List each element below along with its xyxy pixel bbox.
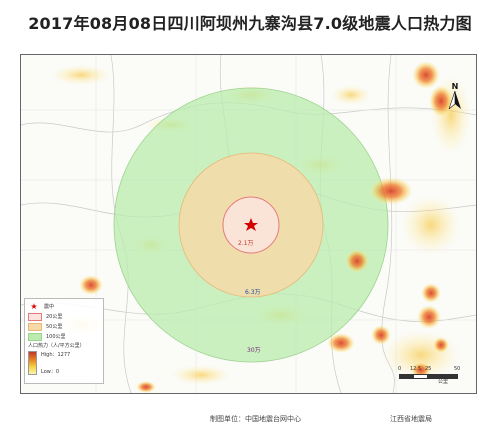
scale-tick-1: 12.5	[410, 366, 422, 372]
heat-high-label: High：1277	[41, 352, 71, 358]
legend-heat-scale: High：1277 Low：0	[28, 351, 100, 375]
footer-partner: 江西省地震局	[390, 415, 432, 423]
scale-bar: 0 12.5 25 50 公里	[398, 365, 466, 385]
ring-20-swatch	[28, 312, 42, 321]
footer-issuer: 制图单位：中国地震台网中心	[210, 415, 301, 423]
legend-epicenter: ★ 震中	[28, 302, 100, 311]
legend-ring-20: 20公里	[28, 312, 100, 321]
scale-tick-0: 0	[398, 366, 402, 372]
hotspots	[79, 61, 453, 393]
north-arrow: N	[447, 82, 463, 110]
map-panel[interactable]: 2.1万 6.3万 30万	[20, 54, 477, 394]
star-icon: ★	[30, 302, 38, 311]
ring-100km-population-label: 30万	[247, 347, 261, 354]
ring-50km-population-label: 6.3万	[245, 289, 261, 296]
scale-seg-3	[427, 374, 458, 379]
north-label: N	[451, 82, 459, 91]
legend-ring-100: 100公里	[28, 332, 100, 341]
page-title: 2017年08月08日四川阿坝州九寨沟县7.0级地震人口热力图	[28, 14, 472, 33]
scale-tick-2: 25	[425, 366, 432, 372]
legend-epicenter-label: 震中	[44, 304, 55, 310]
legend-ring-100-label: 100公里	[46, 334, 66, 340]
legend-ring-50-label: 50公里	[46, 324, 63, 330]
legend-ring-50: 50公里	[28, 322, 100, 331]
footer: 制图单位：中国地震台网中心 江西省地震局	[0, 410, 500, 430]
legend-ring-20-label: 20公里	[46, 314, 63, 320]
map-legend: ★ 震中 20公里 50公里 100公里 人口热力（人/平方公里） High：1…	[24, 298, 104, 384]
epicenter-population-label: 2.1万	[238, 240, 254, 247]
ring-100-swatch	[28, 332, 42, 341]
heat-low-label: Low：0	[41, 369, 60, 375]
heat-gradient	[28, 351, 37, 375]
legend-heat-title: 人口热力（人/平方公里）	[28, 343, 85, 349]
scale-tick-3: 50	[454, 366, 461, 372]
scale-unit: 公里	[438, 379, 449, 385]
ring-50-swatch	[28, 322, 42, 331]
epicenter-star-marker	[244, 218, 258, 231]
north-arrow-icon	[448, 90, 461, 110]
heatmap-svg	[21, 55, 476, 393]
